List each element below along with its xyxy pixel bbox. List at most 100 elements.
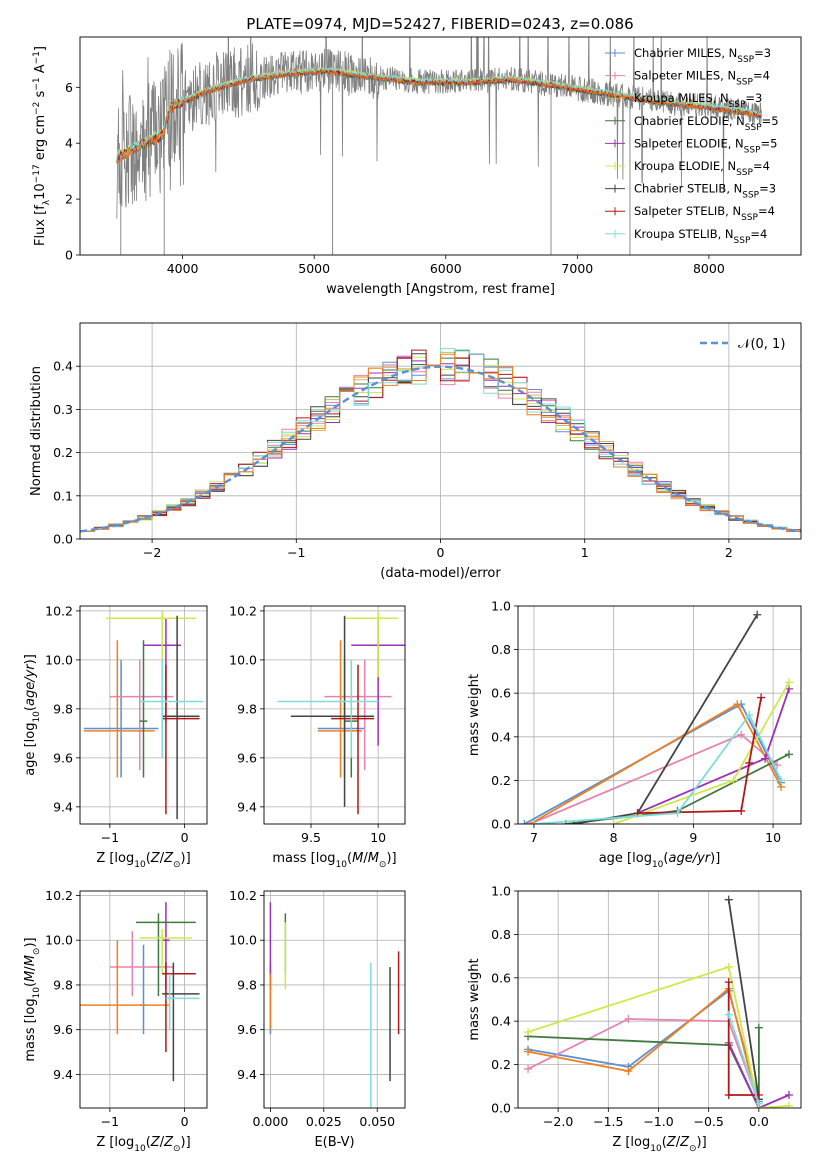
y-tick-label: 10.2 [45,888,73,903]
series-chabrier_miles [524,986,763,1106]
plot-area [518,891,801,1108]
spectrum-model-kroupa_stelib [116,66,762,161]
axes-frame [79,890,208,1109]
axes-frame [517,890,802,1109]
x-tick-label: −1 [287,545,305,560]
legend-entry-gaussian: 𝒩(0, 1) [738,337,785,352]
y-axis-label: Flux [fλ10−17 erg cm−2 s−1 A−1] [32,46,52,246]
x-tick-label: 2 [725,545,733,560]
series-line [527,1027,760,1108]
series-marker [624,1067,633,1076]
legend-entry-chabrier_stelib: Chabrier STELIB, NSSP=3 [634,182,776,201]
spectrum-model-kroupa_elodie [116,66,762,161]
series-kroupa_stelib [529,711,786,824]
x-axis-label: mass [log10(M/M⊙)] [272,851,396,870]
y-tick-label: 9.8 [237,977,257,992]
errorbar-chabrier_stelib [162,615,200,820]
x-axis-label: Z [log10(Z/Z⊙)] [96,851,190,870]
errorbar-kroupa_elodie [344,610,399,678]
legend-entry-salpeter_miles: Salpeter MILES, NSSP=4 [634,69,770,88]
x-axis-label: Z [log10(Z/Z⊙)] [96,1135,190,1154]
panel-mass_vs_Z: −1 0 9.4 9.6 9.8 10.0 10.2 Z [log10(Z/Z⊙)] mass … [23,888,208,1154]
y-tick-label: 10.0 [229,652,257,667]
series-marker [724,1010,733,1019]
y-tick-label: 0.2 [491,1057,511,1072]
y-tick-label: 10.0 [45,652,73,667]
panel-massweight_vs_Z: −2.0 −1.5 −1.0 −0.5 0.0 0.0 0.2 0.4 0.6 0.8 1.0 Z [… [467,884,802,1154]
y-tick-label: 9.6 [237,1022,257,1037]
panel-age_vs_Z: −1 0 9.4 9.6 9.8 10.0 10.2 Z [log10(Z/Z⊙)] age [… [23,603,208,870]
series-marker [524,1028,533,1037]
y-tick-label: 10.0 [229,933,257,948]
y-tick-label: 0.0 [53,532,73,547]
series-line [727,1042,790,1108]
y-tick-label: 0.3 [53,402,73,417]
x-tick-label: 10 [765,830,781,845]
plot-area [116,37,762,255]
errorbar-chabrier_stelib [162,962,200,1082]
series-marker [784,1101,793,1108]
x-tick-label: −1 [101,1114,119,1129]
series-marker [724,962,733,971]
series-marker [754,1023,763,1032]
y-tick-label: 9.6 [237,750,257,765]
series-marker [761,754,770,763]
panel-residuals: −2 −1 0 1 2 0.0 0.1 0.2 0.3 0.4 (data-model)/error… [29,322,802,581]
series-marker [524,1064,533,1073]
x-axis-label: wavelength [Angstrom, rest frame] [326,282,555,297]
y-tick-label: 10.2 [45,603,73,618]
y-tick-label: 9.4 [237,1067,257,1082]
errorbar-salpeter_stelib [162,962,196,1053]
x-tick-label: 6000 [430,261,462,276]
y-tick-label: 6 [65,80,73,95]
errorbar-kroupa_stelib [277,659,379,758]
errorbar-salpeter_miles [109,659,174,771]
series-marker [753,610,762,619]
errorbar-orange [317,640,363,778]
x-tick-label: 0 [437,545,445,560]
x-tick-label: 1 [581,545,589,560]
x-tick-label: 7000 [561,261,593,276]
axes-frame [79,322,802,540]
series-chabrier_elodie [524,1023,763,1108]
y-tick-label: 0.4 [491,1014,511,1029]
series-salpeter_stelib [724,978,763,1099]
x-tick-label: 0.0 [749,1114,769,1129]
figure-title: PLATE=0974, MJD=52427, FIBERID=0243, z=0… [246,15,633,33]
series-marker [754,1099,763,1108]
y-tick-label: 9.8 [237,701,257,716]
plot-area [80,606,207,824]
series-marker [733,700,742,709]
series-salpeter_miles [524,1015,763,1108]
series-marker [729,776,738,785]
legend-entry-kroupa_miles: Kroupa MILES, NSSP=3 [634,91,762,110]
series-line [527,987,760,1108]
x-axis-label: (data-model)/error [380,566,501,581]
plot-area [264,891,405,1108]
errorbar-chabrier_miles [139,944,148,1035]
x-tick-label: 9.5 [301,830,321,845]
x-tick-label: 0.000 [253,1114,289,1129]
series-marker [785,750,794,759]
series-marker [737,806,746,815]
y-tick-label: 0.6 [491,970,511,985]
y-tick-label: 10.2 [229,603,257,618]
gaussian-curve [80,365,801,533]
y-axis-label: mass weight [467,674,482,756]
y-tick-label: 1.0 [491,884,511,899]
errorbar-kroupa_elodie [106,610,196,678]
x-tick-label: −0.5 [693,1114,723,1129]
axes-frame [517,605,802,825]
x-tick-label: 5000 [298,261,330,276]
spectrum-model-orange [116,70,762,164]
y-tick-label: 10.0 [45,933,73,948]
y-tick-label: 0.1 [53,488,73,503]
axes-frame [263,890,406,1109]
panel-spectrum: 4000 5000 6000 7000 8000 0 2 4 6 wavelength [Angs… [32,36,802,297]
legend-entry-kroupa_stelib: Kroupa STELIB, NSSP=4 [634,227,767,246]
y-tick-label: 9.4 [237,799,257,814]
x-axis-label: E(B-V) [314,1135,354,1150]
series-marker [724,1090,733,1099]
series-salpeter_stelib [633,693,766,818]
